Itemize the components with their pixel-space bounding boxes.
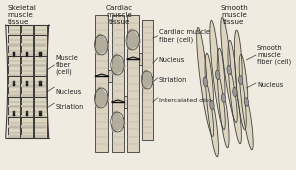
Text: Skeletal
muscle
tissue: Skeletal muscle tissue xyxy=(8,5,36,25)
Text: Striation: Striation xyxy=(55,104,84,110)
Bar xyxy=(22,64,33,66)
Bar xyxy=(8,115,20,117)
Bar xyxy=(35,64,46,66)
Polygon shape xyxy=(217,48,229,148)
Bar xyxy=(22,33,33,35)
Bar xyxy=(22,94,33,97)
Bar xyxy=(35,84,46,87)
Polygon shape xyxy=(111,53,126,75)
Polygon shape xyxy=(111,110,126,132)
Ellipse shape xyxy=(244,98,249,106)
Ellipse shape xyxy=(233,87,237,97)
Bar xyxy=(39,81,42,86)
Ellipse shape xyxy=(215,70,220,80)
Polygon shape xyxy=(126,28,141,50)
Bar xyxy=(22,74,33,76)
Bar xyxy=(124,96,127,108)
Polygon shape xyxy=(95,33,109,55)
Bar xyxy=(108,70,112,82)
Text: Striation: Striation xyxy=(159,77,187,83)
Bar xyxy=(8,94,20,97)
Bar xyxy=(139,53,142,65)
Text: Nucleus: Nucleus xyxy=(159,57,185,63)
Text: Muscle
fiber
(cell): Muscle fiber (cell) xyxy=(55,55,78,75)
Bar xyxy=(13,111,15,116)
Text: Nucleus: Nucleus xyxy=(55,89,82,95)
Text: Smooth
muscle
fiber (cell): Smooth muscle fiber (cell) xyxy=(257,45,291,65)
Bar xyxy=(26,111,28,116)
Text: Cardiac muscle
fiber (cell): Cardiac muscle fiber (cell) xyxy=(159,29,210,43)
Ellipse shape xyxy=(203,77,207,87)
Ellipse shape xyxy=(227,65,231,75)
Bar xyxy=(142,20,153,140)
Bar xyxy=(35,74,46,76)
Bar xyxy=(8,125,20,128)
Bar xyxy=(8,64,20,66)
Text: Smooth
muscle
tissue: Smooth muscle tissue xyxy=(220,5,248,25)
Text: Nucleus: Nucleus xyxy=(257,82,283,88)
Text: Cardiac
muscle
tissue: Cardiac muscle tissue xyxy=(106,5,133,25)
Bar xyxy=(8,74,20,76)
Polygon shape xyxy=(221,18,237,123)
Bar xyxy=(22,125,33,128)
Bar xyxy=(22,43,33,46)
Bar xyxy=(8,135,20,138)
Bar xyxy=(35,53,46,56)
Bar xyxy=(35,43,46,46)
Polygon shape xyxy=(234,30,246,130)
Bar xyxy=(22,115,33,117)
Bar xyxy=(22,53,33,56)
Bar xyxy=(8,84,20,87)
Bar xyxy=(8,33,20,35)
Bar xyxy=(22,105,33,107)
Text: Intercalated disc: Intercalated disc xyxy=(159,98,211,103)
Bar xyxy=(26,81,28,86)
Bar xyxy=(35,105,46,107)
Bar xyxy=(22,135,33,138)
Bar xyxy=(39,52,42,57)
Bar xyxy=(127,15,139,152)
Polygon shape xyxy=(228,40,241,144)
Bar xyxy=(39,111,42,116)
Bar xyxy=(8,105,20,107)
Bar xyxy=(96,15,108,152)
Bar xyxy=(112,15,124,152)
Bar xyxy=(8,53,20,56)
Bar xyxy=(35,125,46,128)
Bar xyxy=(35,135,46,138)
Ellipse shape xyxy=(239,75,243,84)
Bar xyxy=(13,81,15,86)
Bar xyxy=(35,33,46,35)
Bar xyxy=(35,115,46,117)
Bar xyxy=(8,25,20,138)
Bar xyxy=(26,52,28,57)
Ellipse shape xyxy=(221,94,226,103)
Polygon shape xyxy=(141,69,154,90)
Ellipse shape xyxy=(210,100,214,110)
Polygon shape xyxy=(210,20,225,130)
Bar xyxy=(22,84,33,87)
Bar xyxy=(34,25,47,138)
Bar xyxy=(21,25,33,138)
Polygon shape xyxy=(205,53,218,157)
Bar xyxy=(13,52,15,57)
Bar xyxy=(8,43,20,46)
Polygon shape xyxy=(239,54,253,150)
Bar xyxy=(35,94,46,97)
Polygon shape xyxy=(95,86,109,108)
Polygon shape xyxy=(197,28,214,137)
